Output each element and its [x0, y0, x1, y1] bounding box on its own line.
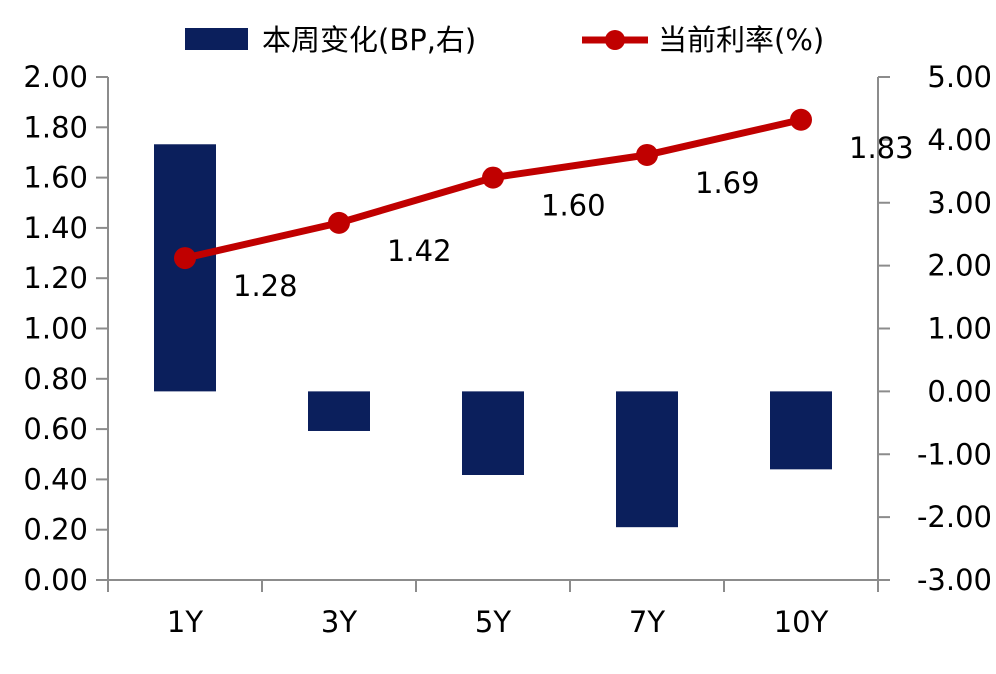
bars	[154, 144, 832, 528]
left-axis-tick-label: 1.00	[23, 312, 88, 346]
x-axis-category-label: 7Y	[629, 605, 665, 639]
rate-data-label: 1.69	[695, 166, 760, 200]
right-axis-tick-label: 4.00	[927, 123, 992, 157]
right-axis-tick-label: 0.00	[927, 374, 992, 408]
left-axis-tick-label: 1.60	[23, 161, 88, 195]
weekly-change-bar	[308, 391, 370, 431]
x-axis-category-label: 1Y	[167, 605, 203, 639]
legend-line-marker	[605, 30, 625, 50]
rate-data-label: 1.83	[849, 131, 914, 165]
right-axis-tick-label: 5.00	[927, 60, 992, 94]
right-axis-tick-label: -1.00	[917, 437, 992, 471]
rate-line	[174, 108, 812, 270]
x-axis-category-label: 5Y	[475, 605, 511, 639]
weekly-change-bar	[462, 391, 524, 475]
rate-point	[790, 108, 812, 131]
left-axis-tick-label: 1.40	[23, 211, 88, 245]
left-axis-tick-label: 1.20	[23, 261, 88, 295]
left-axis-tick-label: 1.80	[23, 110, 88, 144]
left-axis-tick-label: 2.00	[23, 60, 88, 94]
rate-point	[482, 166, 504, 189]
x-axis-category-label: 10Y	[774, 605, 829, 639]
axes: 0.00 0.20 0.40 0.60 0.80 1.00 1.20 1.40 1.60 1.80…	[23, 60, 992, 639]
legend: 本周变化(BP,右) 当前利率(%)	[185, 23, 824, 57]
legend-bar-label: 本周变化(BP,右)	[262, 23, 476, 57]
legend-bar-swatch	[185, 28, 248, 50]
rate-point	[636, 143, 658, 166]
right-axis-tick-label: 1.00	[927, 312, 992, 346]
weekly-change-bar	[616, 391, 678, 528]
x-axis-category-label: 3Y	[321, 605, 357, 639]
rate-point	[174, 247, 196, 270]
right-axis-tick-label: -3.00	[917, 563, 992, 597]
left-axis-tick-label: 0.00	[23, 563, 88, 597]
rate-data-label: 1.42	[387, 234, 452, 268]
right-axis-tick-label: 2.00	[927, 249, 992, 283]
rate-data-label: 1.28	[233, 269, 298, 303]
rate-data-label: 1.60	[541, 189, 606, 223]
right-axis-tick-label: 3.00	[927, 186, 992, 220]
left-axis-tick-label: 0.20	[23, 513, 88, 547]
legend-line-label: 当前利率(%)	[658, 23, 824, 57]
weekly-change-bar	[770, 391, 832, 470]
left-axis-tick-label: 0.40	[23, 462, 88, 496]
rate-point	[328, 211, 350, 234]
right-axis-tick-label: -2.00	[917, 500, 992, 534]
left-axis-tick-label: 0.60	[23, 412, 88, 446]
data-labels: 1.28 1.42 1.60 1.69 1.83	[233, 131, 914, 303]
left-axis-tick-label: 0.80	[23, 362, 88, 396]
